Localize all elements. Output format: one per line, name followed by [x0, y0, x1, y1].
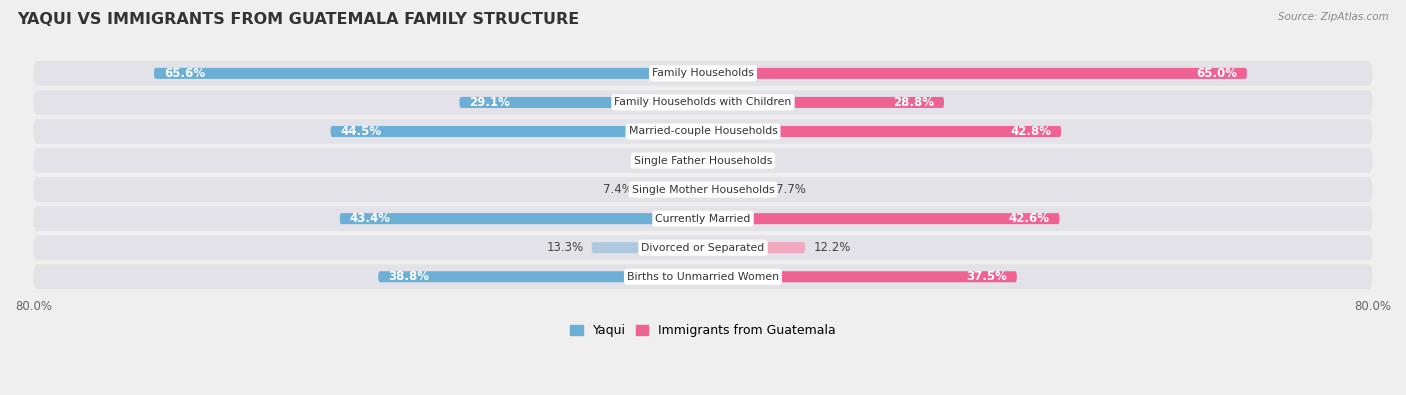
FancyBboxPatch shape [703, 155, 728, 166]
FancyBboxPatch shape [703, 97, 943, 108]
FancyBboxPatch shape [592, 242, 703, 253]
FancyBboxPatch shape [34, 264, 1372, 289]
FancyBboxPatch shape [34, 148, 1372, 173]
Text: Married-couple Households: Married-couple Households [628, 126, 778, 137]
Text: 38.8%: 38.8% [388, 270, 429, 283]
FancyBboxPatch shape [676, 155, 703, 166]
Text: Family Households: Family Households [652, 68, 754, 78]
Text: 3.0%: 3.0% [737, 154, 766, 167]
Text: 42.6%: 42.6% [1008, 212, 1049, 225]
Text: 12.2%: 12.2% [814, 241, 851, 254]
Text: 29.1%: 29.1% [470, 96, 510, 109]
FancyBboxPatch shape [330, 126, 703, 137]
FancyBboxPatch shape [641, 184, 703, 195]
Text: 37.5%: 37.5% [966, 270, 1007, 283]
Text: 44.5%: 44.5% [340, 125, 382, 138]
FancyBboxPatch shape [34, 177, 1372, 202]
FancyBboxPatch shape [34, 90, 1372, 115]
Text: 65.0%: 65.0% [1197, 67, 1237, 80]
Text: 43.4%: 43.4% [350, 212, 391, 225]
Text: 7.7%: 7.7% [776, 183, 806, 196]
Text: Births to Unmarried Women: Births to Unmarried Women [627, 272, 779, 282]
FancyBboxPatch shape [34, 235, 1372, 260]
Text: 3.2%: 3.2% [638, 154, 668, 167]
FancyBboxPatch shape [703, 271, 1017, 282]
Text: Family Households with Children: Family Households with Children [614, 98, 792, 107]
FancyBboxPatch shape [460, 97, 703, 108]
Text: Divorced or Separated: Divorced or Separated [641, 243, 765, 253]
Text: 13.3%: 13.3% [546, 241, 583, 254]
Text: 42.8%: 42.8% [1010, 125, 1052, 138]
Text: Single Father Households: Single Father Households [634, 156, 772, 166]
Text: 28.8%: 28.8% [893, 96, 934, 109]
Text: YAQUI VS IMMIGRANTS FROM GUATEMALA FAMILY STRUCTURE: YAQUI VS IMMIGRANTS FROM GUATEMALA FAMIL… [17, 12, 579, 27]
Legend: Yaqui, Immigrants from Guatemala: Yaqui, Immigrants from Guatemala [565, 320, 841, 342]
FancyBboxPatch shape [703, 242, 806, 253]
FancyBboxPatch shape [703, 68, 1247, 79]
FancyBboxPatch shape [34, 119, 1372, 144]
Text: 7.4%: 7.4% [603, 183, 633, 196]
Text: Source: ZipAtlas.com: Source: ZipAtlas.com [1278, 12, 1389, 22]
Text: Currently Married: Currently Married [655, 214, 751, 224]
Text: 65.6%: 65.6% [165, 67, 205, 80]
FancyBboxPatch shape [703, 126, 1062, 137]
FancyBboxPatch shape [378, 271, 703, 282]
FancyBboxPatch shape [340, 213, 703, 224]
FancyBboxPatch shape [703, 213, 1060, 224]
FancyBboxPatch shape [34, 206, 1372, 231]
FancyBboxPatch shape [703, 184, 768, 195]
FancyBboxPatch shape [155, 68, 703, 79]
Text: Single Mother Households: Single Mother Households [631, 184, 775, 195]
FancyBboxPatch shape [34, 61, 1372, 86]
